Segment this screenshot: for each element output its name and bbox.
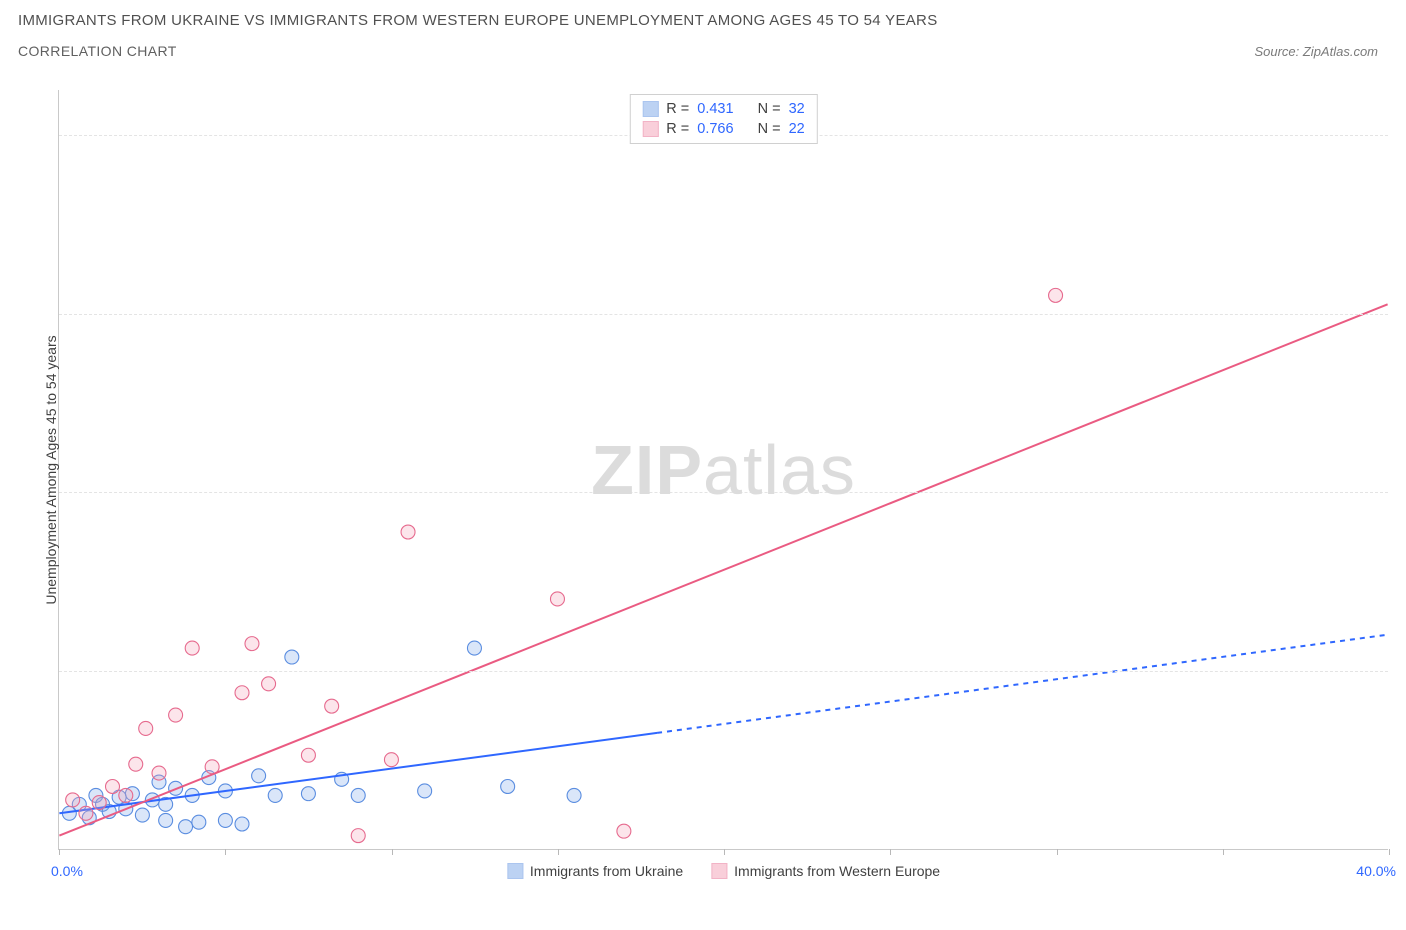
subtitle-row: CORRELATION CHART Source: ZipAtlas.com [18, 43, 1388, 59]
legend-N-label: N = [758, 121, 781, 137]
scatter-point-western_europe [1049, 288, 1063, 302]
x-tick [1389, 849, 1390, 855]
scatter-point-western_europe [66, 793, 80, 807]
legend-R-label: R = [666, 101, 689, 117]
legend-label-ukraine: Immigrants from Ukraine [530, 863, 683, 879]
y-tick-label: 40.0% [1398, 484, 1406, 500]
scatter-point-western_europe [106, 780, 120, 794]
trendline-western_europe [59, 304, 1387, 835]
scatter-point-ukraine [418, 784, 432, 798]
scatter-point-ukraine [179, 820, 193, 834]
source-label: Source: ZipAtlas.com [1254, 44, 1388, 59]
scatter-point-ukraine [192, 815, 206, 829]
scatter-point-western_europe [235, 686, 249, 700]
scatter-point-western_europe [351, 829, 365, 843]
scatter-point-western_europe [79, 806, 93, 820]
scatter-point-western_europe [301, 748, 315, 762]
scatter-point-western_europe [262, 677, 276, 691]
legend-label-western_europe: Immigrants from Western Europe [734, 863, 940, 879]
scatter-point-western_europe [185, 641, 199, 655]
trendline-ext-ukraine [657, 635, 1388, 733]
series-legend: Immigrants from Ukraine Immigrants from W… [507, 863, 940, 879]
legend-swatch-ukraine [507, 863, 523, 879]
x-tick [1057, 849, 1058, 855]
x-tick [1223, 849, 1224, 855]
legend-N-value: 32 [789, 101, 805, 117]
gridline-h [59, 314, 1388, 315]
x-tick [558, 849, 559, 855]
scatter-point-western_europe [152, 766, 166, 780]
scatter-point-western_europe [169, 708, 183, 722]
x-tick [392, 849, 393, 855]
scatter-point-western_europe [139, 721, 153, 735]
legend-swatch-western_europe [642, 121, 658, 137]
y-axis-label: Unemployment Among Ages 45 to 54 years [43, 335, 59, 604]
plot-area: ZIPatlas Unemployment Among Ages 45 to 5… [58, 90, 1388, 850]
x-tick [59, 849, 60, 855]
scatter-point-ukraine [235, 817, 249, 831]
chart-title: IMMIGRANTS FROM UKRAINE VS IMMIGRANTS FR… [18, 12, 1388, 29]
legend-R-value: 0.766 [697, 121, 733, 137]
scatter-point-western_europe [325, 699, 339, 713]
scatter-point-western_europe [401, 525, 415, 539]
chart-container: ZIPatlas Unemployment Among Ages 45 to 5… [18, 90, 1388, 890]
legend-item-western_europe: Immigrants from Western Europe [711, 863, 940, 879]
scatter-point-ukraine [285, 650, 299, 664]
legend-N-label: N = [758, 101, 781, 117]
scatter-point-ukraine [159, 813, 173, 827]
x-tick [724, 849, 725, 855]
chart-subtitle: CORRELATION CHART [18, 43, 177, 59]
scatter-point-western_europe [245, 637, 259, 651]
legend-row-ukraine: R = 0.431 N = 32 [642, 99, 804, 119]
scatter-point-ukraine [501, 780, 515, 794]
scatter-point-ukraine [351, 788, 365, 802]
x-axis-max-label: 40.0% [1356, 863, 1396, 879]
legend-swatch-western_europe [711, 863, 727, 879]
scatter-point-ukraine [268, 788, 282, 802]
x-tick [890, 849, 891, 855]
legend-N-value: 22 [789, 121, 805, 137]
y-tick-label: 80.0% [1398, 127, 1406, 143]
correlation-legend: R = 0.431 N = 32R = 0.766 N = 22 [629, 94, 817, 144]
scatter-point-western_europe [129, 757, 143, 771]
legend-R-value: 0.431 [697, 101, 733, 117]
gridline-h [59, 671, 1388, 672]
legend-row-western_europe: R = 0.766 N = 22 [642, 119, 804, 139]
title-block: IMMIGRANTS FROM UKRAINE VS IMMIGRANTS FR… [0, 0, 1406, 63]
scatter-point-ukraine [467, 641, 481, 655]
scatter-point-western_europe [550, 592, 564, 606]
scatter-svg [59, 90, 1388, 849]
legend-item-ukraine: Immigrants from Ukraine [507, 863, 683, 879]
legend-swatch-ukraine [642, 101, 658, 117]
x-tick [225, 849, 226, 855]
gridline-h [59, 492, 1388, 493]
scatter-point-ukraine [301, 787, 315, 801]
scatter-point-western_europe [92, 796, 106, 810]
scatter-point-ukraine [567, 788, 581, 802]
y-tick-label: 20.0% [1398, 663, 1406, 679]
scatter-point-ukraine [135, 808, 149, 822]
scatter-point-ukraine [252, 769, 266, 783]
scatter-point-western_europe [384, 753, 398, 767]
x-axis-min-label: 0.0% [51, 863, 83, 879]
scatter-point-western_europe [617, 824, 631, 838]
legend-R-label: R = [666, 121, 689, 137]
scatter-point-western_europe [119, 788, 133, 802]
y-tick-label: 60.0% [1398, 306, 1406, 322]
scatter-point-ukraine [218, 813, 232, 827]
